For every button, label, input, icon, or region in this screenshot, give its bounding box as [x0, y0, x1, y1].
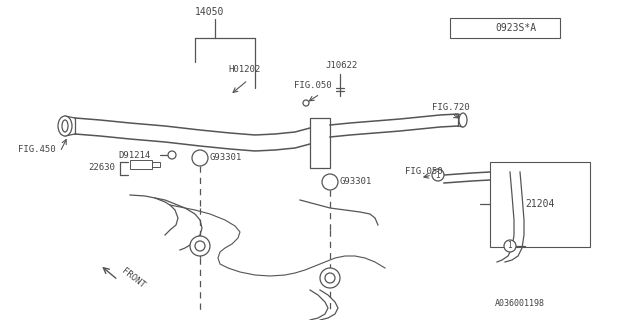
Circle shape	[190, 236, 210, 256]
Circle shape	[320, 268, 340, 288]
Text: FIG.050: FIG.050	[294, 82, 332, 91]
Circle shape	[195, 241, 205, 251]
Ellipse shape	[58, 116, 72, 136]
Ellipse shape	[459, 113, 467, 127]
Text: 0923S*A: 0923S*A	[495, 23, 536, 33]
Text: 14050: 14050	[195, 7, 225, 17]
Circle shape	[432, 169, 444, 181]
Bar	[130, 160, 152, 169]
Text: 1: 1	[508, 242, 513, 251]
Text: G93301: G93301	[340, 178, 372, 187]
Bar	[310, 118, 330, 168]
Circle shape	[322, 174, 338, 190]
Text: J10622: J10622	[325, 61, 357, 70]
Text: FIG.720: FIG.720	[432, 103, 470, 113]
Circle shape	[454, 21, 468, 35]
Text: 22630: 22630	[88, 164, 115, 172]
Text: D91214: D91214	[118, 150, 150, 159]
Text: FIG.450: FIG.450	[18, 146, 56, 155]
Bar	[152, 162, 160, 167]
Circle shape	[325, 273, 335, 283]
Ellipse shape	[62, 120, 68, 132]
Circle shape	[192, 150, 208, 166]
Circle shape	[303, 100, 309, 106]
Text: FIG.050: FIG.050	[405, 167, 443, 177]
Text: FRONT: FRONT	[120, 266, 147, 290]
Text: 1: 1	[459, 23, 463, 33]
Text: H01202: H01202	[228, 66, 260, 75]
Text: 21204: 21204	[525, 199, 555, 209]
Text: G93301: G93301	[210, 154, 243, 163]
Text: 1: 1	[436, 171, 440, 180]
Text: A036001198: A036001198	[495, 299, 545, 308]
Bar	[450, 18, 560, 38]
Circle shape	[504, 240, 516, 252]
Bar	[490, 162, 590, 247]
Circle shape	[168, 151, 176, 159]
